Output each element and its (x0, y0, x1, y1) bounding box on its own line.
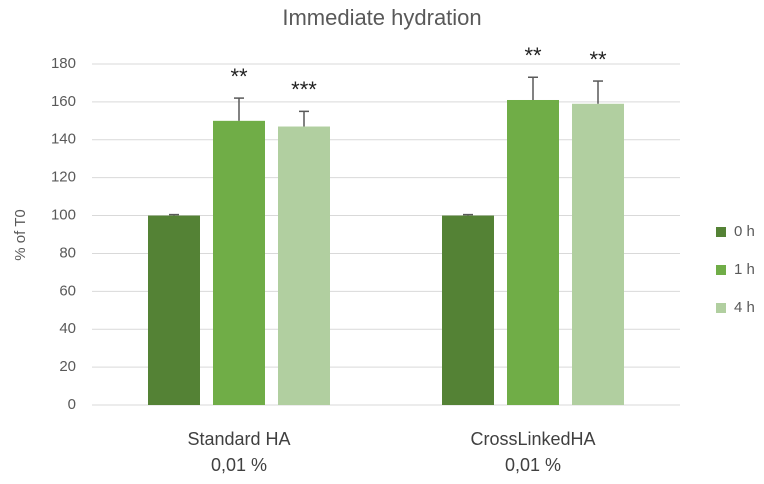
legend-swatch (716, 265, 726, 275)
bar (213, 120, 265, 405)
bar (572, 103, 624, 406)
bar (507, 99, 559, 405)
x-tick-label: CrossLinkedHA 0,01 % (470, 429, 596, 475)
significance-label: ** (589, 47, 607, 72)
y-tick-label: 0 (68, 396, 76, 413)
legend-swatch (716, 303, 726, 313)
significance-label: *** (291, 77, 317, 102)
y-tick-label: 140 (51, 131, 76, 148)
legend-label: 4 h (734, 299, 755, 316)
y-tick-label: 60 (59, 282, 76, 299)
bar (278, 126, 330, 406)
y-tick-label: 160 (51, 93, 76, 110)
significance-label: ** (524, 43, 542, 68)
chart-title: Immediate hydration (282, 5, 481, 30)
legend-swatch (716, 227, 726, 237)
y-tick-label: 180 (51, 55, 76, 72)
bar (148, 215, 200, 405)
legend-label: 1 h (734, 261, 755, 278)
y-axis-label: % of T0 (12, 209, 29, 260)
y-tick-label: 40 (59, 320, 76, 337)
y-tick-label: 100 (51, 207, 76, 224)
bar (442, 215, 494, 405)
y-tick-label: 120 (51, 169, 76, 186)
x-tick-label: Standard HA 0,01 % (187, 429, 291, 475)
y-tick-label: 20 (59, 358, 76, 375)
y-tick-label: 80 (59, 244, 76, 261)
legend-label: 0 h (734, 223, 755, 240)
significance-label: ** (230, 64, 248, 89)
